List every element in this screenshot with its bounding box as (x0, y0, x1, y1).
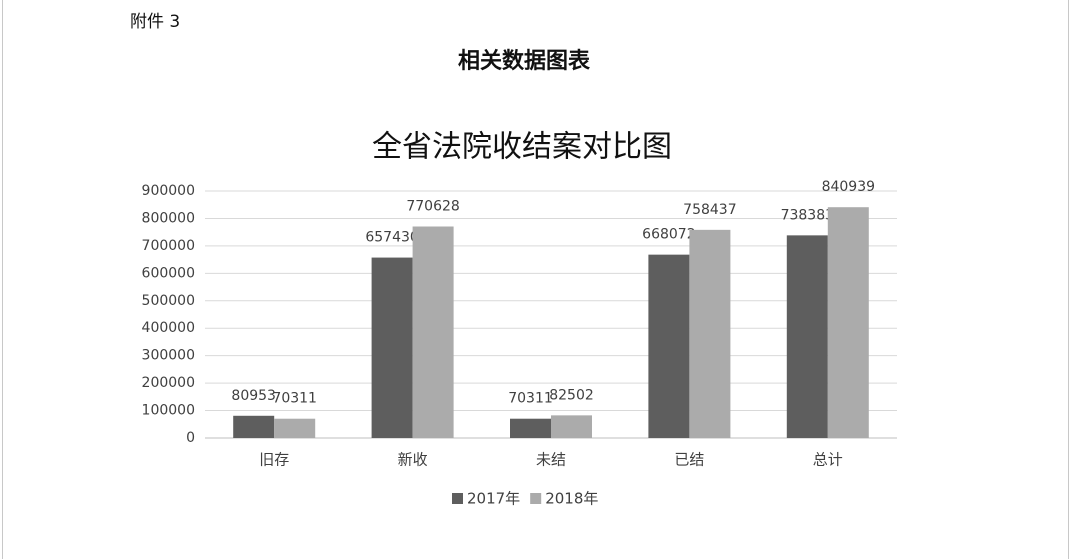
y-tick-label: 900000 (142, 183, 195, 199)
value-label: 840939 (822, 179, 875, 195)
x-tick-label: 总计 (813, 451, 843, 469)
legend-label: 2017年 (467, 490, 520, 508)
attachment-label: 附件 3 (130, 12, 180, 32)
x-tick-label: 已结 (674, 451, 704, 469)
value-label: 668072 (642, 227, 695, 243)
y-tick-label: 100000 (142, 403, 195, 419)
bar (786, 235, 828, 438)
y-tick-label: 300000 (142, 348, 195, 364)
value-label: 657430 (365, 230, 418, 246)
x-tick-label: 新收 (398, 451, 428, 469)
value-label: 70311 (272, 391, 317, 407)
bar (648, 254, 690, 438)
value-label: 82502 (549, 387, 594, 403)
value-label: 738383 (781, 207, 834, 223)
bar (371, 257, 413, 438)
value-label: 70311 (508, 391, 553, 407)
legend-swatch (452, 493, 463, 504)
y-tick-label: 800000 (142, 210, 195, 226)
bar (827, 207, 869, 438)
bar (274, 418, 316, 438)
page-edge (2, 0, 3, 559)
y-tick-label: 0 (186, 430, 195, 446)
legend-swatch (530, 493, 542, 504)
y-tick-label: 700000 (142, 238, 195, 254)
bar (551, 415, 592, 438)
value-label: 758437 (683, 202, 736, 218)
y-tick-label: 200000 (142, 375, 195, 391)
y-tick-label: 400000 (142, 320, 195, 336)
legend-label: 2018年 (545, 490, 598, 508)
heading: 相关数据图表 (458, 48, 591, 74)
value-label: 80953 (231, 388, 276, 404)
bar (510, 418, 551, 438)
bar (412, 226, 454, 438)
bar (233, 415, 275, 438)
value-label: 770628 (406, 199, 459, 215)
x-tick-label: 旧存 (259, 451, 289, 469)
y-tick-label: 500000 (142, 293, 195, 309)
y-tick-label: 600000 (142, 265, 195, 281)
x-tick-label: 未结 (536, 451, 566, 469)
chart-title: 全省法院收结案对比图 (372, 130, 672, 165)
page-edge (1068, 0, 1069, 559)
bar (689, 229, 731, 438)
